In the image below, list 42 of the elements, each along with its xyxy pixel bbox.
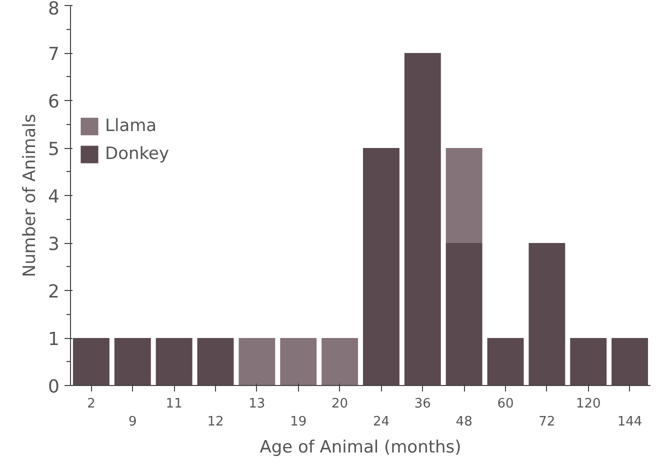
x-tick-label: 120 — [576, 396, 601, 412]
x-tick-label: 60 — [497, 396, 514, 412]
x-tick-label: 24 — [372, 414, 390, 430]
bar — [238, 338, 276, 386]
bar — [528, 243, 566, 386]
legend-label: Llama — [105, 116, 157, 136]
bar — [156, 338, 192, 386]
bar — [114, 338, 151, 386]
y-tick-label: 3 — [48, 234, 60, 255]
bar — [72, 338, 110, 386]
y-tick-label: 5 — [48, 139, 60, 160]
bar — [487, 338, 524, 386]
x-tick-label: 9 — [128, 414, 137, 430]
bar — [446, 148, 482, 243]
x-tick-label: 72 — [538, 414, 556, 430]
x-tick-label: 144 — [617, 414, 642, 430]
bar — [362, 148, 400, 386]
bar — [197, 338, 234, 386]
x-axis-title: Age of Animal (months) — [260, 438, 462, 458]
bar — [280, 338, 317, 386]
y-tick-label: 4 — [48, 186, 60, 208]
y-tick-label: 2 — [48, 282, 60, 302]
bar — [570, 338, 607, 386]
x-tick-label: 13 — [248, 396, 266, 412]
y-axis-title: Number of Animals — [20, 114, 40, 278]
y-tick-label: 0 — [48, 376, 60, 398]
bar — [612, 338, 648, 386]
y-tick-label: 8 — [48, 0, 60, 20]
y-tick-label: 6 — [48, 92, 60, 112]
bar — [404, 53, 441, 386]
bar — [446, 243, 482, 386]
x-tick-label: 36 — [414, 396, 431, 412]
x-tick-label: 12 — [207, 414, 224, 430]
x-tick-label: 20 — [332, 396, 348, 412]
x-tick-label: 19 — [290, 414, 307, 430]
bar — [322, 338, 358, 386]
x-tick-label: 48 — [456, 414, 472, 430]
legend-label: Donkey — [105, 144, 170, 164]
y-tick-label: 1 — [48, 329, 60, 350]
x-tick-label: 2 — [87, 396, 96, 412]
x-tick-label: 11 — [166, 396, 182, 412]
y-tick-label: 7 — [48, 44, 60, 65]
